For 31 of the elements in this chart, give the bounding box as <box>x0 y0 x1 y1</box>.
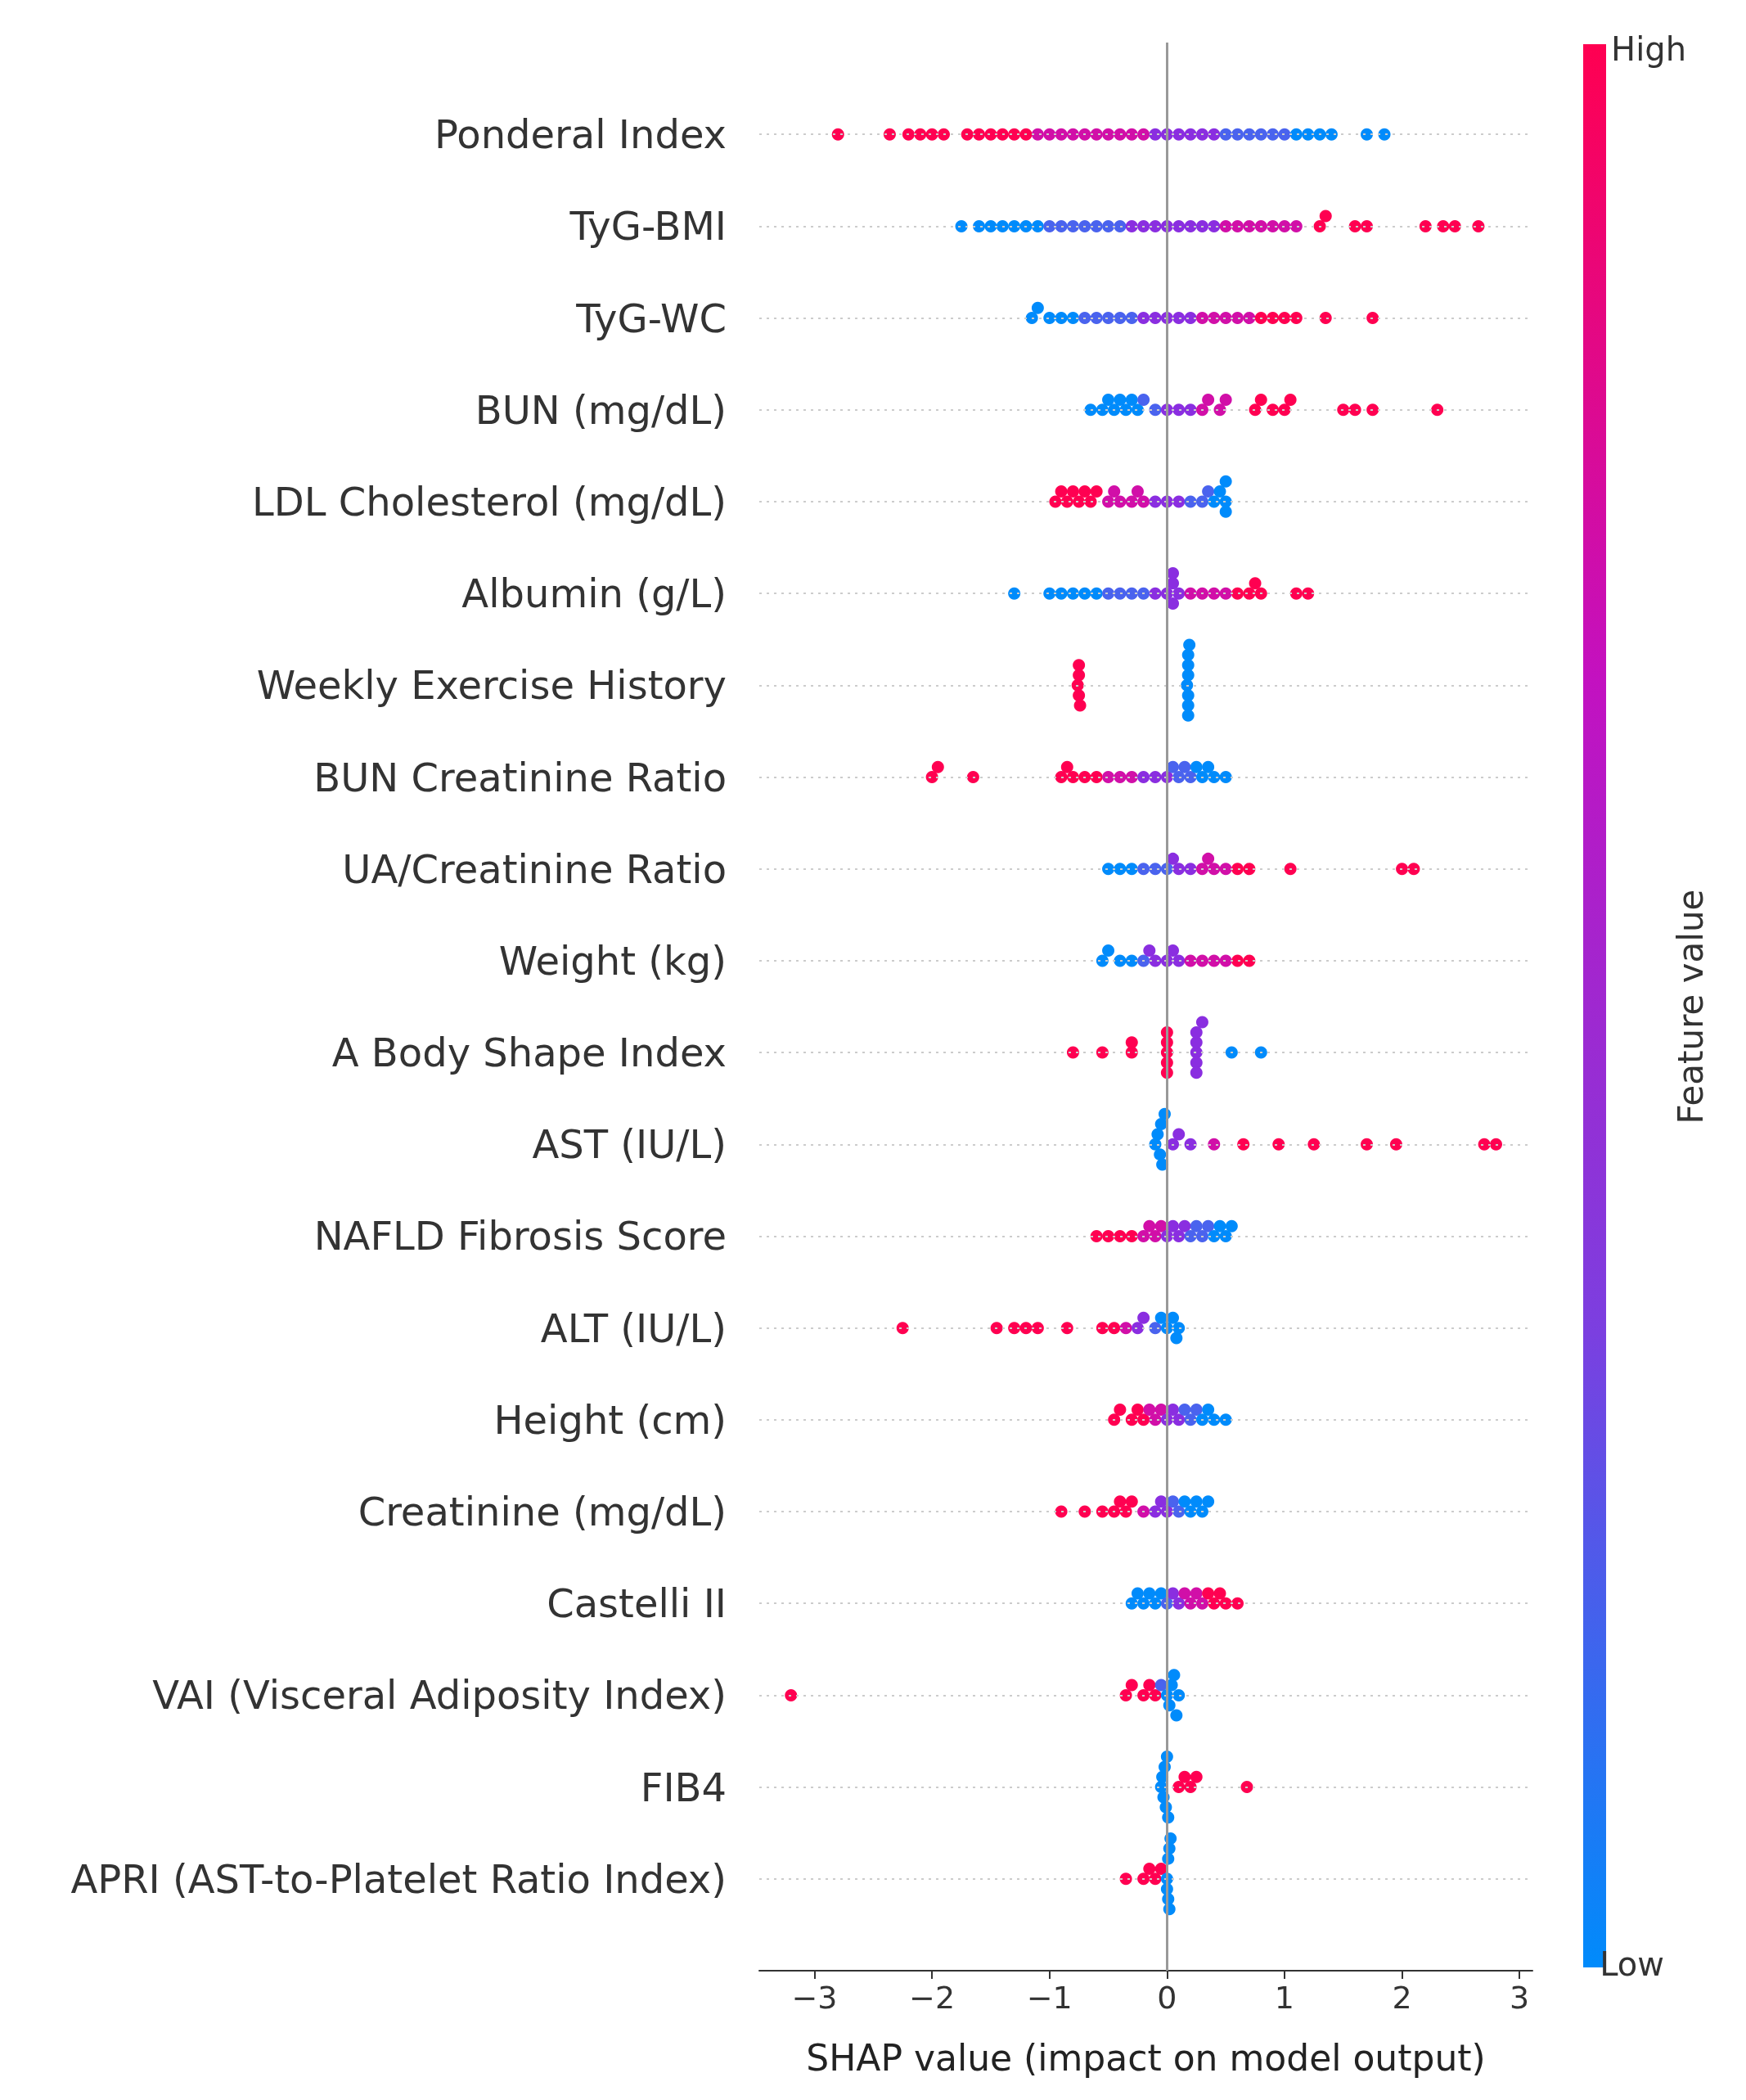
x-tick-label: 2 <box>1392 1980 1412 2016</box>
y-tick-label: BUN Creatinine Ratio <box>313 754 727 800</box>
x-tick-label: −3 <box>791 1980 838 2016</box>
y-tick-label: TyG-WC <box>575 295 727 341</box>
x-tick-label: −1 <box>1026 1980 1073 2016</box>
x-tick-label: 0 <box>1157 1980 1177 2016</box>
x-tick-label: 1 <box>1274 1980 1295 2016</box>
x-axis-title: SHAP value (impact on model output) <box>806 2036 1486 2079</box>
y-tick-label: VAI (Visceral Adiposity Index) <box>152 1672 727 1719</box>
y-tick-label: Castelli II <box>547 1580 727 1627</box>
y-tick-label: NAFLD Fibrosis Score <box>313 1213 727 1260</box>
text: High <box>1611 30 1686 68</box>
y-tick-label: TyG-BMI <box>569 203 727 250</box>
y-tick-label: Ponderal Index <box>434 111 727 158</box>
y-tick-label: LDL Cholesterol (mg/dL) <box>252 478 727 525</box>
y-tick-label: AST (IU/L) <box>532 1121 727 1168</box>
x-tick-label: 3 <box>1510 1980 1530 2016</box>
y-tick-label: A Body Shape Index <box>331 1030 727 1076</box>
y-tick-label: ALT (IU/L) <box>540 1305 727 1351</box>
y-tick-label: APRI (AST-to-Platelet Ratio Index) <box>70 1855 727 1902</box>
y-tick-label: Creatinine (mg/dL) <box>358 1489 727 1535</box>
y-tick-label: Weight (kg) <box>498 937 727 984</box>
y-tick-label: FIB4 <box>640 1764 727 1810</box>
y-tick-label: Weekly Exercise History <box>256 662 727 709</box>
y-tick-label: UA/Creatinine Ratio <box>342 845 727 892</box>
color-bar-title: Feature value <box>1670 889 1711 1124</box>
x-tick-label: −2 <box>909 1980 956 2016</box>
y-tick-label: BUN (mg/dL) <box>475 386 727 433</box>
text: Low <box>1600 1945 1665 1983</box>
y-tick-label: Albumin (g/L) <box>461 570 727 617</box>
y-tick-label: Height (cm) <box>493 1396 727 1443</box>
